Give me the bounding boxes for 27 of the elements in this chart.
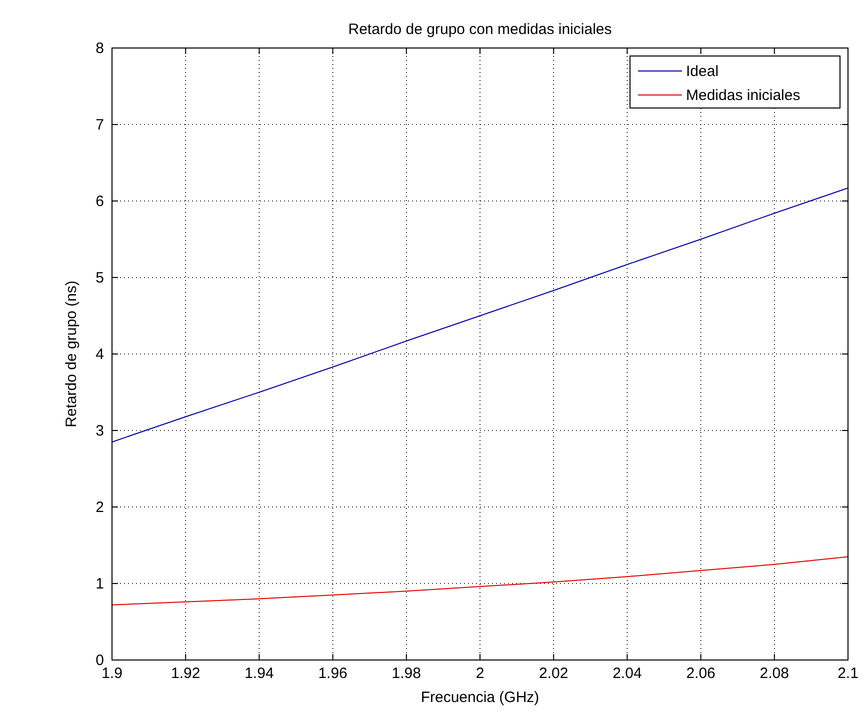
y-tick-label: 1 bbox=[96, 576, 104, 592]
x-tick-label: 2 bbox=[476, 665, 484, 682]
x-tick-label: 1.9 bbox=[102, 665, 122, 682]
x-tick-label: 1.98 bbox=[392, 665, 421, 682]
y-tick-label: 8 bbox=[96, 40, 104, 57]
x-tick-label: 1.94 bbox=[244, 665, 274, 682]
x-tick-label: 1.92 bbox=[171, 665, 200, 682]
legend-label: Ideal bbox=[686, 63, 719, 80]
y-tick-label: 4 bbox=[96, 346, 104, 363]
y-tick-label: 0 bbox=[96, 652, 104, 669]
x-tick-label: 1.96 bbox=[318, 665, 348, 682]
line-series bbox=[112, 556, 848, 606]
x-tick-label: 2.06 bbox=[686, 665, 716, 682]
x-tick-label: 2.04 bbox=[612, 665, 642, 682]
legend-label: Medidas iniciales bbox=[686, 87, 800, 104]
y-tick-label: 6 bbox=[96, 193, 104, 210]
line-series bbox=[112, 187, 848, 442]
y-tick-label: 5 bbox=[96, 270, 104, 286]
y-tick-label: 2 bbox=[96, 499, 104, 516]
y-tick-label: 3 bbox=[96, 422, 104, 440]
x-axis-title: Frecuencia (GHz) bbox=[420, 689, 540, 706]
x-tick-label: 2.02 bbox=[539, 665, 568, 682]
y-axis-title: Retardo de grupo (ns) bbox=[63, 280, 80, 428]
y-tick-label: 7 bbox=[96, 116, 104, 134]
chart-title: Retardo de grupo con medidas iniciales bbox=[348, 21, 612, 38]
x-tick-label: 2.08 bbox=[760, 665, 789, 682]
x-tick-label: 2.1 bbox=[838, 665, 858, 682]
